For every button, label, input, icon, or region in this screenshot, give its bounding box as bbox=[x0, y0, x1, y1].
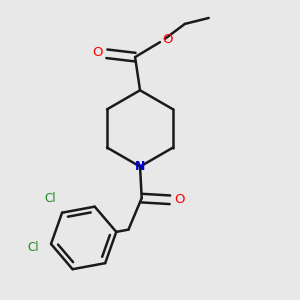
Text: O: O bbox=[174, 193, 184, 206]
Text: O: O bbox=[92, 46, 103, 59]
Text: Cl: Cl bbox=[27, 241, 39, 254]
Text: N: N bbox=[135, 160, 145, 173]
Text: Cl: Cl bbox=[44, 192, 56, 205]
Text: O: O bbox=[162, 33, 172, 46]
